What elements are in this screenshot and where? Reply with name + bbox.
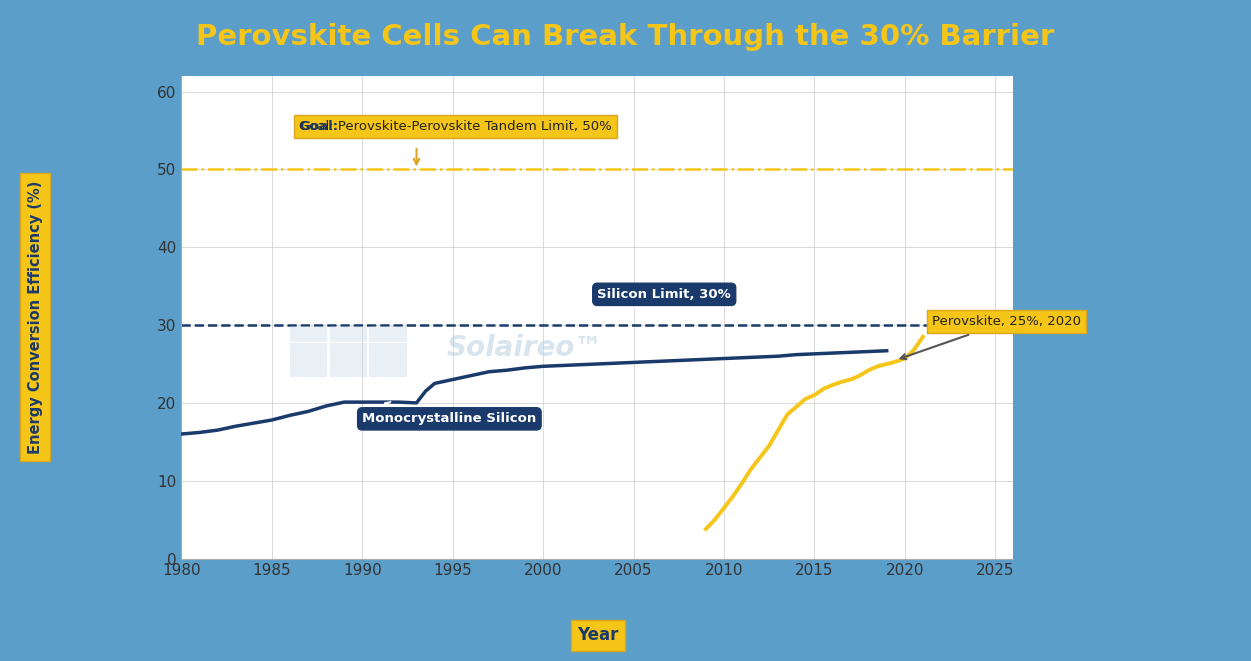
- Bar: [330, 360, 365, 375]
- Bar: [369, 360, 405, 375]
- Bar: [290, 326, 327, 341]
- Bar: [369, 343, 405, 358]
- Text: Silicon Limit, 30%: Silicon Limit, 30%: [597, 288, 731, 323]
- Text: Year: Year: [577, 627, 619, 644]
- Bar: [369, 326, 405, 341]
- Bar: [290, 343, 327, 358]
- Bar: [330, 326, 365, 341]
- Bar: [330, 343, 365, 358]
- Text: Solaireo™: Solaireo™: [447, 334, 603, 362]
- Text: Perovskite, 25%, 2020: Perovskite, 25%, 2020: [901, 315, 1081, 359]
- Text: Goal: Perovskite-Perovskite Tandem Limit, 50%: Goal: Perovskite-Perovskite Tandem Limit…: [299, 120, 612, 133]
- Text: Goal:: Goal:: [299, 120, 338, 133]
- Bar: [290, 360, 327, 375]
- Text: Energy Conversion Efficiency (%): Energy Conversion Efficiency (%): [28, 180, 43, 454]
- Text: Perovskite Cells Can Break Through the 30% Barrier: Perovskite Cells Can Break Through the 3…: [196, 23, 1055, 51]
- Text: Monocrystalline Silicon: Monocrystalline Silicon: [363, 402, 537, 425]
